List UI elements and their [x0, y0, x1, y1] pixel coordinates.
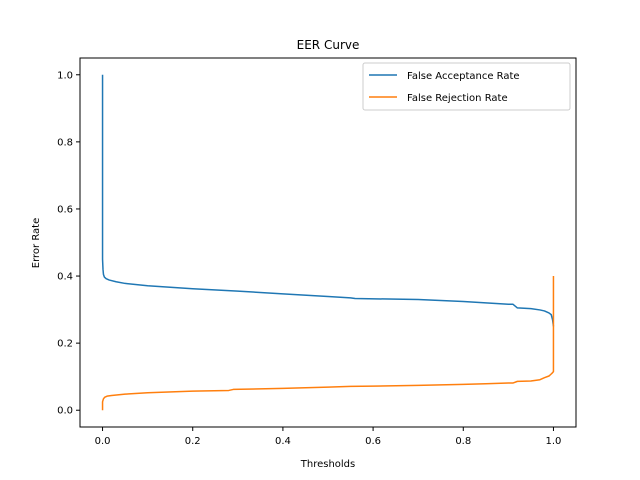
legend-label: False Acceptance Rate — [407, 71, 520, 82]
x-tick-label: 0.8 — [455, 436, 471, 447]
legend-box — [362, 62, 571, 111]
x-axis-label: Thresholds — [300, 459, 356, 470]
chart-title: EER Curve — [297, 38, 360, 52]
legend: False Acceptance Rate False Rejection Rat… — [362, 62, 571, 111]
x-tick-label: 0.0 — [95, 436, 111, 447]
x-tick-label: 0.6 — [365, 436, 381, 447]
series-line-1 — [101, 276, 555, 411]
y-tick-label: 1.0 — [57, 70, 73, 81]
x-tick-label: 1.0 — [546, 436, 562, 447]
y-tick-label: 0.4 — [57, 272, 73, 283]
y-tick-label: 0.0 — [57, 406, 73, 417]
y-axis-label: Error Rate — [31, 218, 42, 268]
y-tick-label: 0.6 — [57, 204, 73, 215]
legend-label: False Rejection Rate — [407, 93, 508, 104]
y-tick-label: 0.8 — [57, 137, 73, 148]
series-layer — [101, 74, 555, 411]
x-axis: 0.0 0.2 0.4 0.6 0.8 1.0 — [95, 427, 562, 447]
x-tick-label: 0.4 — [275, 436, 291, 447]
y-tick-label: 0.2 — [57, 339, 73, 350]
plot-frame — [79, 57, 577, 428]
y-axis: 0.0 0.2 0.4 0.6 0.8 1.0 — [57, 70, 80, 417]
x-tick-label: 0.2 — [185, 436, 201, 447]
series-line-0 — [101, 74, 555, 327]
